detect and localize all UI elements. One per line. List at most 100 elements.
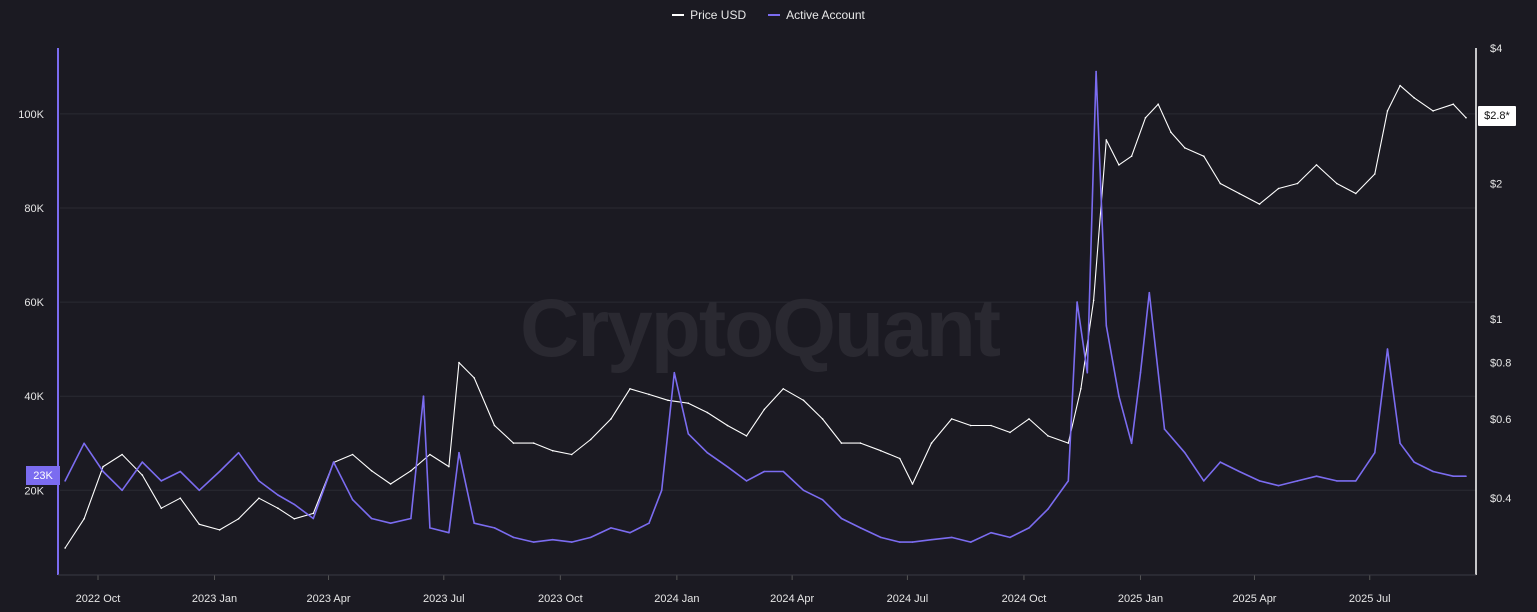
price-point [312, 512, 315, 515]
active-point [277, 494, 279, 496]
active-point [83, 442, 85, 445]
price-point [969, 424, 972, 427]
active-point [687, 433, 690, 435]
price-point [990, 424, 992, 427]
price-point [1157, 103, 1159, 105]
active-point [1067, 480, 1070, 482]
price-value-badge: $2.8* [1478, 106, 1516, 126]
price-point [1047, 435, 1049, 437]
active-point [1095, 70, 1097, 73]
x-axis-ticks: 2022 Oct 2023 Jan 2023 Apr 2023 Jul 2023 Oct… [76, 575, 1391, 605]
active-point [448, 531, 450, 534]
price-swatch-icon [672, 14, 685, 16]
price-point [1336, 182, 1338, 185]
price-point [179, 497, 182, 500]
active-point [782, 470, 785, 473]
price-point [1184, 147, 1186, 149]
legend: Price USD Active Account [0, 8, 1537, 22]
active-point [429, 527, 431, 529]
x-tick-label: 2023 Oct [538, 593, 583, 605]
price-point [706, 411, 709, 414]
x-tick-label: 2024 Oct [1002, 593, 1047, 605]
price-point [64, 547, 66, 549]
price-point [258, 497, 260, 500]
right-tick-label: $2 [1490, 179, 1502, 191]
price-point [1009, 431, 1011, 434]
price-point [1238, 192, 1241, 195]
active-point [880, 536, 882, 539]
active-point [840, 517, 843, 520]
price-point [1170, 131, 1172, 133]
price-point [648, 393, 650, 396]
active-point [1277, 484, 1280, 487]
active-point [1118, 395, 1120, 398]
price-point [448, 465, 450, 468]
active-point [293, 503, 296, 506]
price-point [293, 518, 296, 520]
active-point [1105, 324, 1108, 327]
price-point [782, 388, 785, 390]
active-point [179, 470, 182, 473]
active-point [570, 541, 573, 543]
active-point [551, 538, 554, 541]
active-point [1374, 451, 1376, 454]
active-point [1028, 527, 1030, 529]
price-point [1432, 110, 1434, 112]
price-point [570, 453, 573, 456]
price-point [410, 470, 412, 472]
active-point [899, 541, 901, 543]
series-lines [64, 70, 1467, 549]
x-tick-label: 2024 Jan [654, 593, 699, 605]
price-point [1203, 155, 1205, 157]
active-point [990, 531, 992, 534]
active-point [660, 489, 663, 492]
legend-item-price[interactable]: Price USD [672, 8, 746, 22]
active-point [1184, 451, 1186, 454]
active-point [389, 522, 392, 524]
price-point [458, 361, 460, 364]
active-point [802, 489, 805, 492]
right-tick-label: $4 [1490, 43, 1502, 55]
price-point [218, 529, 221, 531]
price-point [1399, 84, 1401, 87]
x-tick-label: 2023 Jul [423, 593, 465, 605]
active-point [1148, 291, 1151, 294]
price-point [911, 483, 914, 485]
left-axis-ticks: 20K 40K 60K 80K 100K [18, 109, 44, 497]
x-tick-label: 2024 Apr [770, 593, 814, 605]
active-point [1203, 480, 1205, 482]
active-value-badge: 23K [26, 466, 60, 485]
active-point [218, 470, 221, 473]
x-tick-label: 2023 Jan [192, 593, 237, 605]
active-point [821, 498, 824, 501]
price-point [1465, 116, 1467, 119]
active-point [1452, 475, 1455, 478]
price-point [763, 408, 766, 411]
active-point [1009, 536, 1011, 539]
price-point [1413, 97, 1415, 99]
price-point [370, 470, 373, 472]
active-point [332, 461, 335, 463]
price-point [1277, 187, 1280, 190]
active-point [198, 489, 201, 492]
left-tick-label: 100K [18, 109, 44, 121]
price-point [1144, 116, 1147, 119]
price-point [726, 424, 729, 427]
left-tick-label: 20K [24, 485, 44, 497]
active-point [589, 536, 592, 539]
x-tick-label: 2025 Apr [1232, 593, 1276, 605]
legend-active-label: Active Account [786, 8, 865, 22]
active-point [648, 522, 650, 524]
price-point [160, 507, 163, 510]
active-point [1386, 348, 1389, 350]
active-point [512, 536, 515, 539]
legend-item-active[interactable]: Active Account [768, 8, 865, 22]
active-point [1258, 480, 1261, 482]
active-point [1432, 470, 1434, 473]
active-point [1399, 442, 1401, 445]
price-point [1315, 164, 1318, 166]
price-point [930, 442, 933, 444]
active-point [1076, 301, 1078, 303]
right-axis-ticks: $0.4 $0.6 $0.8 $1 $2 $4 [1490, 43, 1511, 505]
price-point [1258, 203, 1261, 205]
